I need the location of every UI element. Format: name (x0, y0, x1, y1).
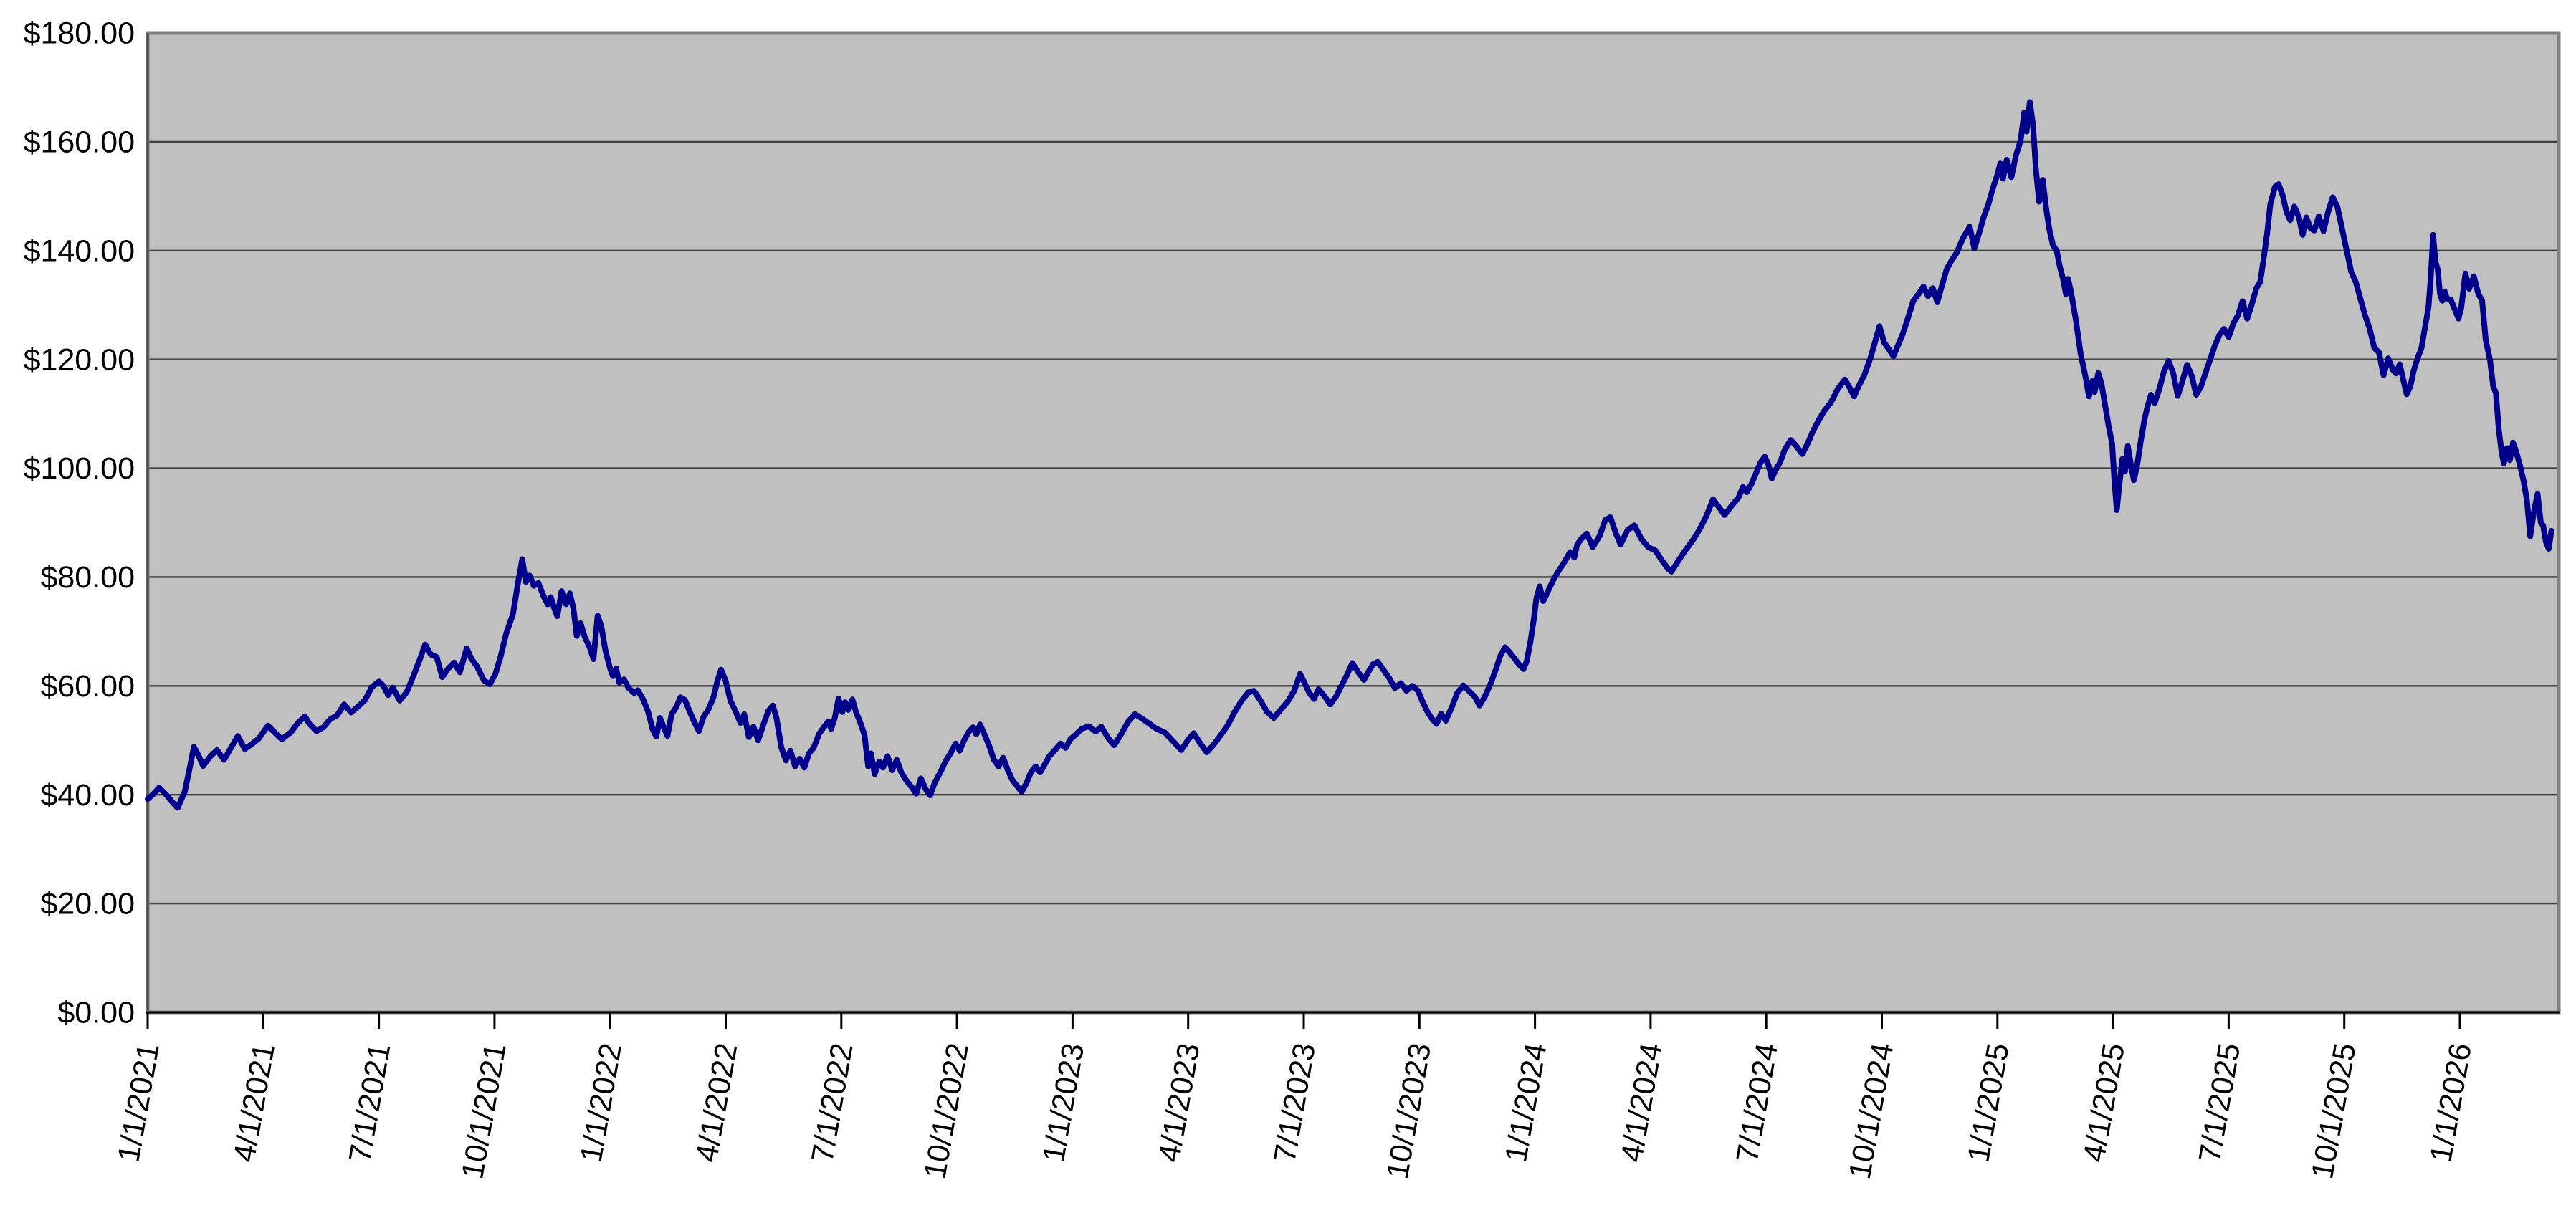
x-axis-label: 10/1/2023 (1380, 1040, 1438, 1181)
y-axis-label: $140.00 (24, 234, 135, 268)
x-axis-labels: 1/1/2021 4/1/2021 7/1/2021 10/1/2021 1/1/202… (112, 1040, 2479, 1181)
x-axis-label: 10/1/2025 (2305, 1040, 2362, 1181)
x-axis-ticks (146, 1012, 2461, 1029)
y-axis-label: $0.00 (57, 996, 135, 1030)
x-axis-label: 4/1/2023 (1152, 1040, 1206, 1164)
x-axis-label: 1/1/2022 (574, 1040, 629, 1164)
x-axis-label: 10/1/2024 (1843, 1040, 1900, 1181)
y-axis-labels: $0.00 $20.00 $40.00 $60.00 $80.00 $100.00 $120… (24, 16, 135, 1030)
price-line (145, 99, 2554, 811)
x-axis-label: 1/1/2023 (1036, 1040, 1091, 1164)
y-axis-label: $80.00 (40, 560, 135, 595)
price-line-series (145, 99, 2554, 811)
y-axis-label: $160.00 (24, 125, 135, 160)
gridlines (148, 140, 2559, 905)
y-axis-label: $100.00 (24, 451, 135, 486)
x-axis-label: 7/1/2024 (1730, 1040, 1785, 1164)
x-axis-label: 7/1/2023 (1268, 1040, 1322, 1164)
x-axis-label: 10/1/2021 (455, 1040, 512, 1181)
x-axis-label: 4/1/2021 (227, 1040, 282, 1164)
x-axis-label: 1/1/2021 (112, 1040, 166, 1164)
y-axis-label: $40.00 (40, 778, 135, 812)
y-axis-label: $20.00 (40, 887, 135, 921)
x-axis-label: 7/1/2022 (805, 1040, 859, 1164)
y-axis-label: $180.00 (24, 16, 135, 51)
plot-border (146, 31, 2561, 1015)
plot-area (148, 33, 2559, 1012)
x-axis-label: 4/1/2022 (690, 1040, 744, 1164)
x-axis-label: 1/1/2024 (1499, 1040, 1553, 1164)
x-axis-label: 7/1/2021 (343, 1040, 397, 1164)
y-axis-label: $60.00 (40, 669, 135, 704)
x-axis-label: 4/1/2025 (2077, 1040, 2132, 1164)
y-axis-label: $120.00 (24, 342, 135, 377)
x-axis-label: 1/1/2025 (1961, 1040, 2016, 1164)
x-axis-label: 4/1/2024 (1614, 1040, 1669, 1164)
x-axis-label: 10/1/2022 (917, 1040, 975, 1181)
x-axis-label: 1/1/2026 (2424, 1040, 2479, 1164)
x-axis-label: 7/1/2025 (2193, 1040, 2247, 1164)
